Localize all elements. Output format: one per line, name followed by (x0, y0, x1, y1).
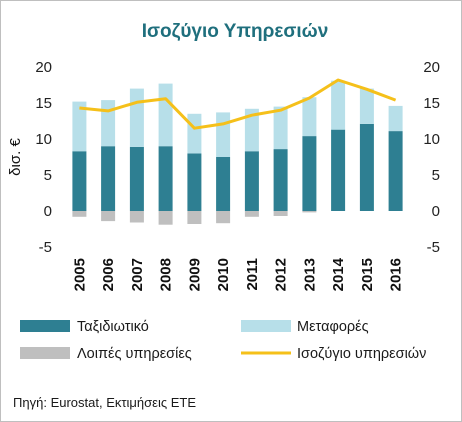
y-tick-right: 10 (423, 131, 440, 148)
chart-title: Ισοζύγιο Υπηρεσιών (142, 21, 329, 42)
bar-μεταφορές-2010 (216, 112, 231, 157)
bar-ταξιδιωτικό-2016 (388, 131, 403, 211)
bar-ταξιδιωτικό-2015 (359, 123, 374, 211)
bar-μεταφορές-2006 (101, 100, 116, 147)
bar-λοιπές-υπηρεσίες-2011 (244, 211, 259, 217)
legend-label-other: Λοιπές υπηρεσίες (77, 346, 192, 362)
x-tick-2006: 2006 (100, 258, 117, 291)
bar-μεταφορές-2014 (331, 80, 346, 130)
bars (72, 80, 403, 225)
bar-λοιπές-υπηρεσίες-2013 (302, 211, 317, 213)
y-axis-label: δισ. € (7, 138, 24, 176)
bar-μεταφορές-2013 (302, 97, 317, 137)
y-tick-left: 10 (35, 131, 52, 148)
x-tick-2008: 2008 (158, 258, 175, 291)
x-ticks: 2005 2006 2007 2008 2009 2010 2011 2012 2013 2014… (71, 257, 404, 291)
bar-ταξιδιωτικό-2009 (187, 153, 202, 211)
bar-μεταφορές-2008 (158, 83, 173, 147)
bar-μεταφορές-2007 (129, 88, 144, 147)
bar-ταξιδιωτικό-2011 (244, 151, 259, 211)
y-ticks-left: -5 0 5 10 15 20 (35, 59, 52, 256)
legend-label-transport: Μεταφορές (297, 319, 369, 335)
legend: Ταξιδιωτικό Μεταφορές Λοιπές υπηρεσίες Ι… (20, 319, 426, 362)
y-tick-left: 15 (35, 95, 52, 112)
x-tick-2013: 2013 (301, 258, 318, 291)
bar-μεταφορές-2016 (388, 105, 403, 132)
y-ticks-right: -5 0 5 10 15 20 (423, 59, 440, 256)
legend-swatch-travel (20, 320, 70, 332)
bar-λοιπές-υπηρεσίες-2007 (129, 211, 144, 223)
x-tick-2007: 2007 (129, 258, 146, 291)
y-tick-left: -5 (39, 239, 52, 256)
bar-ταξιδιωτικό-2005 (72, 151, 87, 211)
y-tick-left: 0 (44, 203, 52, 220)
y-tick-right: 20 (423, 59, 440, 76)
bar-μεταφορές-2012 (273, 106, 288, 150)
bar-λοιπές-υπηρεσίες-2008 (158, 211, 173, 225)
y-tick-right: -5 (427, 239, 440, 256)
bar-ταξιδιωτικό-2012 (273, 149, 288, 211)
bar-λοιπές-υπηρεσίες-2005 (72, 211, 87, 217)
bar-μεταφορές-2005 (72, 101, 87, 152)
bar-ταξιδιωτικό-2006 (101, 146, 116, 211)
legend-label-balance: Ισοζύγιο υπηρεσιών (297, 346, 426, 362)
source-note: Πηγή: Eurostat, Εκτιμήσεις ΕΤΕ (13, 395, 196, 410)
bar-ταξιδιωτικό-2008 (158, 146, 173, 211)
bar-λοιπές-υπηρεσίες-2012 (273, 211, 288, 216)
x-tick-2012: 2012 (273, 258, 290, 291)
y-tick-left: 5 (44, 167, 52, 184)
bar-μεταφορές-2011 (244, 108, 259, 152)
bar-μεταφορές-2015 (359, 88, 374, 124)
x-tick-2015: 2015 (359, 258, 376, 291)
bar-λοιπές-υπηρεσίες-2009 (187, 211, 202, 224)
y-tick-left: 20 (35, 59, 52, 76)
legend-swatch-transport (241, 320, 291, 332)
bar-λοιπές-υπηρεσίες-2006 (101, 211, 116, 222)
balance-line (79, 78, 397, 130)
bar-μεταφορές-2009 (187, 113, 202, 154)
line-layer (79, 78, 397, 130)
legend-swatch-other (20, 347, 70, 359)
x-tick-2016: 2016 (388, 258, 405, 291)
bar-λοιπές-υπηρεσίες-2010 (216, 211, 231, 224)
x-tick-2010: 2010 (215, 258, 232, 291)
y-tick-right: 0 (432, 203, 440, 220)
bar-ταξιδιωτικό-2014 (331, 129, 346, 211)
y-tick-right: 15 (423, 95, 440, 112)
x-tick-2009: 2009 (186, 258, 203, 291)
legend-label-travel: Ταξιδιωτικό (77, 319, 149, 335)
bar-ταξιδιωτικό-2007 (129, 146, 144, 211)
bar-ταξιδιωτικό-2013 (302, 136, 317, 211)
bar-ταξιδιωτικό-2010 (216, 157, 231, 211)
x-tick-2014: 2014 (330, 257, 347, 291)
x-tick-2005: 2005 (71, 258, 88, 291)
y-tick-right: 5 (432, 167, 440, 184)
x-tick-2011: 2011 (244, 258, 261, 291)
